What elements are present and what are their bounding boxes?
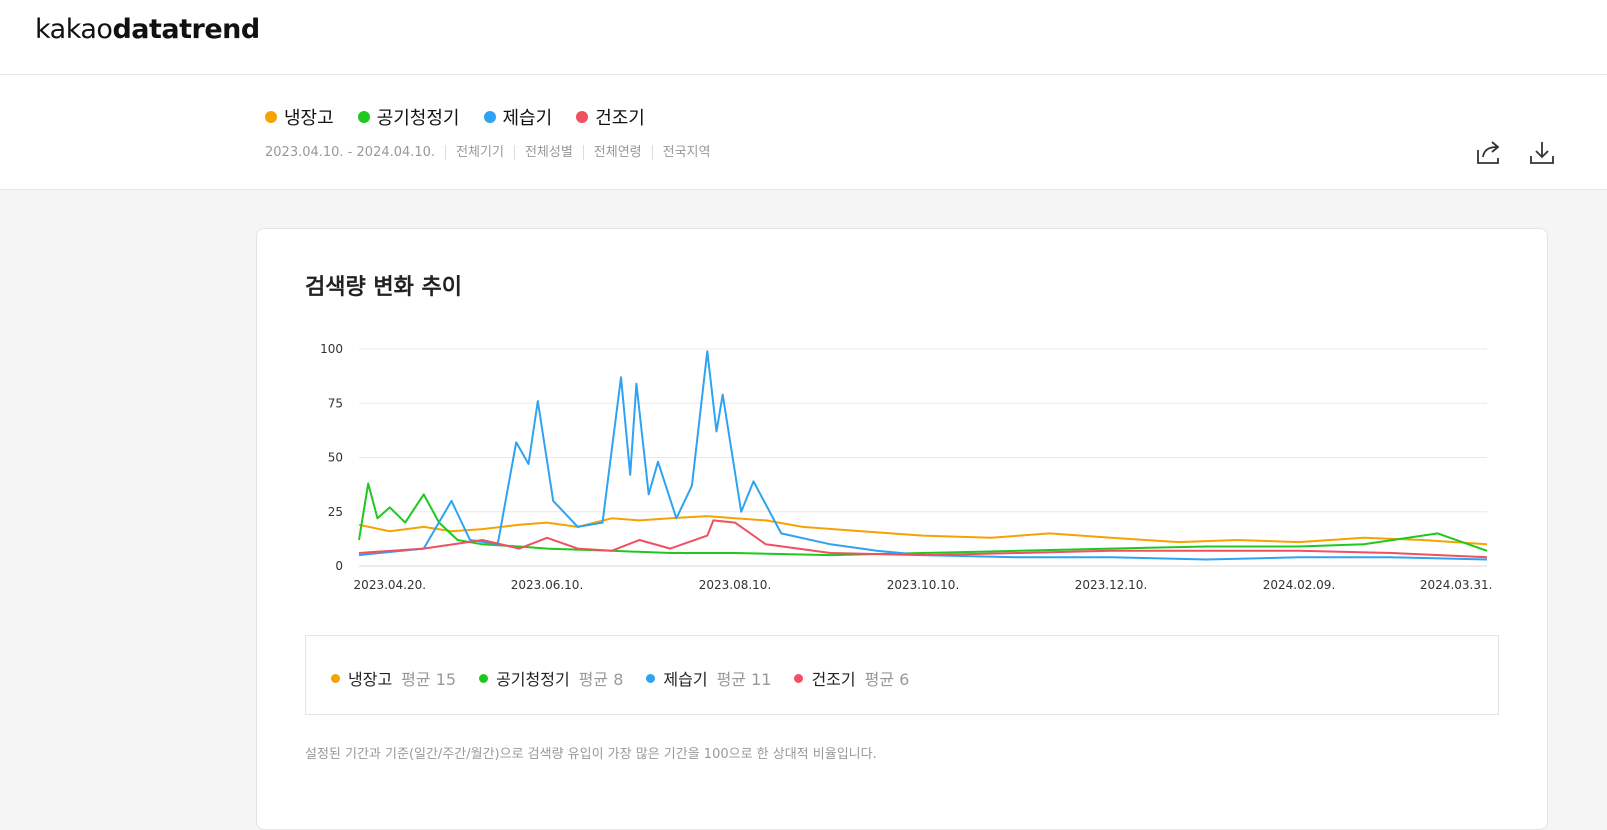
x-tick-label: 2023.08.10. xyxy=(699,578,772,592)
keyword-list: 냉장고 공기청정기 제습기 건조기 xyxy=(265,104,645,130)
top-bar: kakaodatatrend xyxy=(0,0,1607,75)
keyword-item: 공기청정기 xyxy=(357,104,460,130)
filter-device: 전체기기 xyxy=(445,145,514,160)
x-tick-label: 2024.02.09. xyxy=(1263,578,1336,592)
keyword-dot xyxy=(576,111,589,123)
filter-summary: 2023.04.10. - 2024.04.10. 전체기기 전체성별 전체연령… xyxy=(265,145,720,160)
filter-gender: 전체성별 xyxy=(513,145,583,160)
legend-dot xyxy=(794,673,804,683)
y-tick-label: 100 xyxy=(320,342,343,356)
line-chart: 0 25 50 75 100 2023.04.20. 2023.06.10. 2023.08.… xyxy=(320,342,1493,592)
keyword-item: 냉장고 xyxy=(265,104,334,130)
chart-title: 검색량 변화 추이 xyxy=(305,275,462,300)
logo[interactable]: kakaodatatrend xyxy=(35,14,260,45)
keyword-item: 건조기 xyxy=(576,104,645,130)
legend-item[interactable]: 건조기 평균 6 xyxy=(794,666,909,690)
filter-period: 2023.04.10. - 2024.04.10. xyxy=(265,145,436,160)
share-icon[interactable] xyxy=(1474,139,1502,167)
keyword-dot xyxy=(357,111,370,123)
x-tick-label: 2023.10.10. xyxy=(887,578,960,592)
keyword-dot xyxy=(483,111,496,123)
series-line xyxy=(358,519,1488,559)
trend-card: 검색량 변화 추이 0 25 50 75 100 2023.04.20. 2023.06.1… xyxy=(256,228,1548,830)
keyword-summary: 냉장고 공기청정기 제습기 건조기 2023.04.10. - 2024.04.… xyxy=(0,75,1607,190)
y-tick-label: 50 xyxy=(328,451,343,465)
legend-item[interactable]: 냉장고 평균 15 xyxy=(331,666,456,690)
chart-legend: 냉장고 평균 15 공기청정기 평균 8 제습기 평균 11 건조기 평균 6 xyxy=(305,635,1499,715)
x-tick-label: 2023.04.20. xyxy=(354,578,427,592)
y-tick-label: 0 xyxy=(335,559,343,573)
x-tick-label: 2024.03.31. xyxy=(1420,578,1493,592)
keyword-dot xyxy=(265,111,277,123)
series-line xyxy=(358,350,1488,561)
x-tick-label: 2023.06.10. xyxy=(511,578,584,592)
y-tick-label: 25 xyxy=(328,505,343,519)
download-icon[interactable] xyxy=(1528,139,1556,167)
legend-dot xyxy=(479,673,489,683)
legend-item[interactable]: 공기청정기 평균 8 xyxy=(479,666,623,690)
x-tick-label: 2023.12.10. xyxy=(1075,578,1148,592)
legend-item[interactable]: 제습기 평균 11 xyxy=(646,666,771,690)
legend-dot xyxy=(646,673,656,683)
keyword-item: 제습기 xyxy=(483,104,552,130)
filter-age: 전체연령 xyxy=(582,145,652,160)
series-line xyxy=(358,515,1488,546)
chart-note: 설정된 기간과 기준(일간/주간/월간)으로 검색량 유입이 가장 많은 기간을… xyxy=(305,747,877,762)
legend-dot xyxy=(331,673,340,683)
y-tick-label: 75 xyxy=(328,396,343,410)
filter-region: 전국지역 xyxy=(651,145,721,160)
